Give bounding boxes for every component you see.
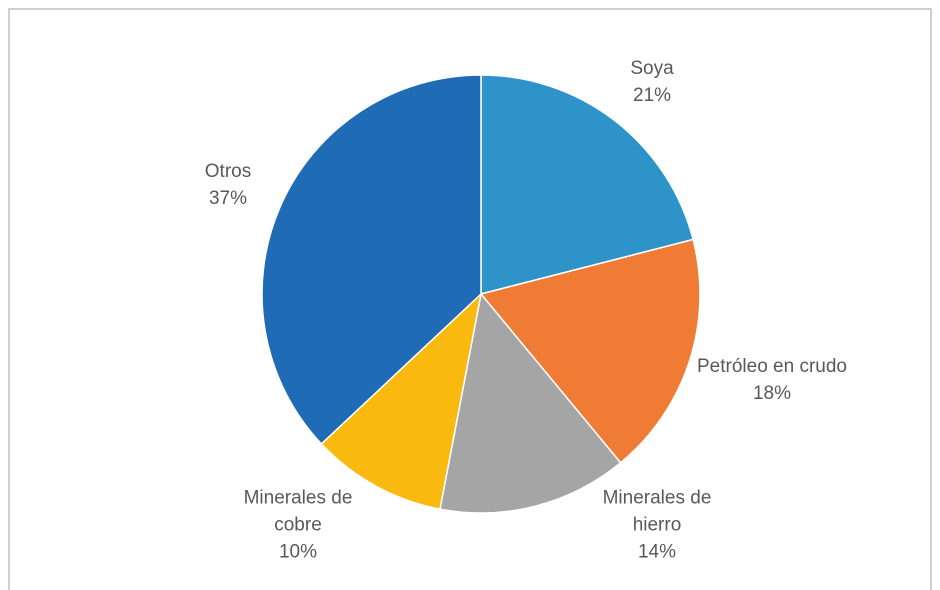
slice-label: Soya 21%	[577, 55, 727, 109]
category-label: Petróleo en crudo	[697, 356, 847, 377]
category-label: Soya	[630, 58, 674, 79]
value-label: 14%	[637, 541, 677, 563]
pie-slice	[480, 74, 695, 295]
pie-slice	[320, 291, 483, 510]
value-label: 37%	[208, 188, 248, 209]
pie-slice	[479, 238, 701, 464]
slice-label: Minerales de cobre 10%	[223, 485, 373, 566]
value-label: 10%	[278, 541, 318, 563]
chart-border	[8, 8, 932, 590]
value-label: 21%	[632, 85, 672, 106]
pie-slice	[261, 74, 482, 445]
slice-label: Minerales de hierro 14%	[582, 485, 732, 566]
category-label: Minerales de hierro	[602, 487, 712, 536]
pie-slice	[439, 292, 622, 514]
category-label: Otros	[204, 161, 252, 182]
slice-label: Petróleo en crudo 18%	[697, 353, 847, 407]
value-label: 18%	[752, 383, 792, 404]
category-label: Minerales de cobre	[243, 487, 353, 536]
slice-label: Otros 37%	[153, 158, 303, 212]
